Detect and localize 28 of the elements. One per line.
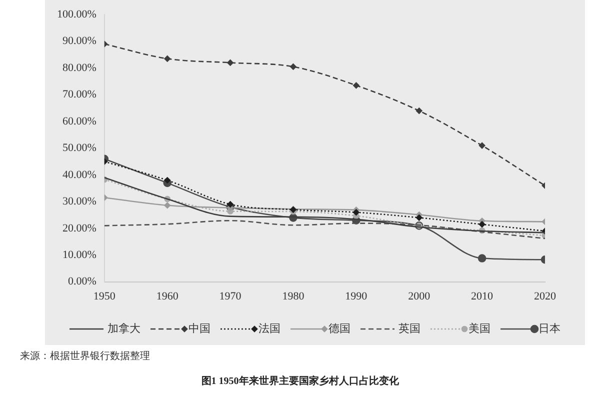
y-tick-label: 20.00% xyxy=(62,222,96,234)
x-tick-label: 1980 xyxy=(282,290,305,302)
y-tick-label: 90.00% xyxy=(62,35,96,48)
y-tick-label: 70.00% xyxy=(62,88,96,101)
legend-label: 中国 xyxy=(188,322,210,335)
y-tick-label: 60.00% xyxy=(62,115,96,128)
x-tick-label: 1990 xyxy=(345,290,368,302)
y-tick-label: 30.00% xyxy=(62,196,96,208)
x-tick-label: 1960 xyxy=(156,290,179,302)
legend-label: 日本 xyxy=(538,322,560,335)
legend-label: 德国 xyxy=(328,322,350,335)
x-tick-label: 2000 xyxy=(408,290,431,302)
x-tick-label: 1970 xyxy=(219,290,242,302)
x-tick-label: 1950 xyxy=(93,290,116,302)
y-tick-label: 100.00% xyxy=(56,8,96,20)
source-note: 来源：根据世界银行数据整理 xyxy=(20,350,150,363)
x-tick-label: 2010 xyxy=(471,290,494,302)
text: 图1 1950年来世界主要国家乡村人口占比变化 xyxy=(200,374,400,388)
x-tick-label: 2020 xyxy=(534,290,556,302)
legend-label: 加拿大 xyxy=(108,322,140,335)
y-tick-label: 80.00% xyxy=(62,62,96,74)
legend-label: 美国 xyxy=(468,322,490,335)
y-tick-label: 40.00% xyxy=(62,168,96,181)
y-tick-label: 10.00% xyxy=(62,248,96,261)
legend-label: 法国 xyxy=(258,322,280,335)
y-tick-label: 50.00% xyxy=(62,142,96,154)
y-tick-label: 0.00% xyxy=(68,276,96,288)
legend-label: 英国 xyxy=(398,322,420,335)
